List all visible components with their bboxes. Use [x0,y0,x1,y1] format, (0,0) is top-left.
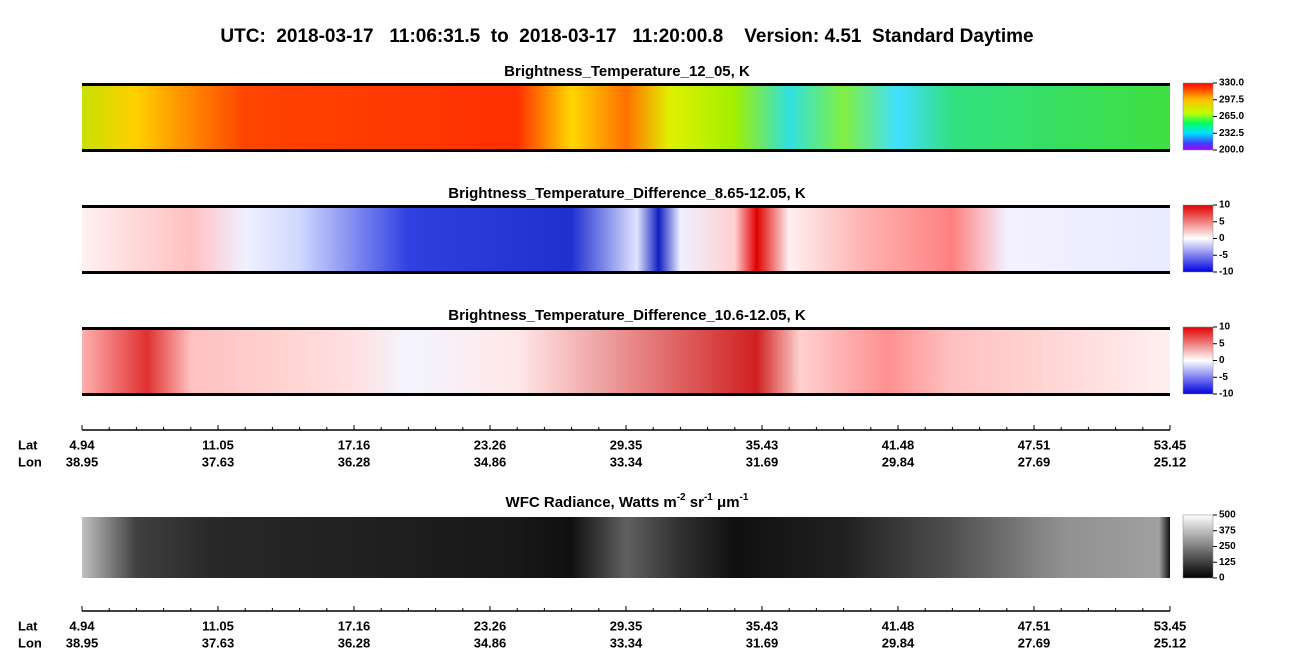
lat-label: 53.45 [1154,618,1187,633]
title-text: Brightness_Temperature_Difference_8.65-1… [448,185,806,202]
lat-label: 23.26 [474,437,507,452]
lon-label: 33.34 [610,454,643,469]
title-text: WFC Radiance, Watts m [506,494,677,511]
title-text: Brightness_Temperature_12_05, K [504,63,750,80]
lon-label: 29.84 [882,454,915,469]
lon-label: 25.12 [1154,635,1187,650]
row-label: Lat [18,437,38,452]
colorbar-label: 10 [1219,322,1231,333]
strip-edge [82,83,1170,86]
lat-label: 4.94 [69,437,95,452]
lat-label: 35.43 [746,618,779,633]
colorbar-label: 250 [1219,541,1236,552]
lon-label: 25.12 [1154,454,1187,469]
image-strip [82,85,1170,150]
lat-label: 29.35 [610,618,643,633]
panel-title: WFC Radiance, Watts m-2 sr-1 μm-1 [506,492,749,511]
lat-label: 53.45 [1154,437,1187,452]
colorbar-label: 297.5 [1219,94,1244,105]
image-strip [82,517,1170,578]
panel-title: Brightness_Temperature_12_05, K [504,63,750,80]
colorbar [1182,514,1214,579]
colorbar-label: 5 [1219,216,1225,227]
colorbar-label: 5 [1219,338,1225,349]
lon-label: 36.28 [338,454,371,469]
colorbar-label: -5 [1219,372,1228,383]
row-label: Lat [18,618,38,633]
lon-label: 31.69 [746,635,779,650]
lat-label: 41.48 [882,618,915,633]
colorbar-label: -10 [1219,389,1234,400]
colorbar-label: 330.0 [1219,78,1244,89]
colorbar-label: 500 [1219,510,1236,521]
colorbar-label: 0 [1219,355,1225,366]
strip-edge [82,149,1170,152]
strip-edge [82,271,1170,274]
page-title: UTC: 2018-03-17 11:06:31.5 to 2018-03-17… [220,26,1033,47]
lon-label: 29.84 [882,635,915,650]
colorbar-label: 125 [1219,557,1236,568]
title-text: sr [686,494,705,511]
title-text: Brightness_Temperature_Difference_10.6-1… [448,307,806,324]
colorbar-label: 375 [1219,525,1236,536]
colorbar-label: 200.0 [1219,145,1244,156]
lon-label: 31.69 [746,454,779,469]
strip-edge [82,205,1170,208]
image-strip [82,207,1170,272]
title-superscript: -1 [740,492,749,503]
colorbar-label: -10 [1219,267,1234,278]
strip-edge [82,393,1170,396]
lat-label: 35.43 [746,437,779,452]
lat-label: 41.48 [882,437,915,452]
lon-label: 34.86 [474,635,507,650]
lon-label: 33.34 [610,635,643,650]
colorbar-label: 10 [1219,200,1231,211]
lon-label: 34.86 [474,454,507,469]
lon-label: 37.63 [202,635,235,650]
lat-label: 47.51 [1018,437,1051,452]
lat-label: 23.26 [474,618,507,633]
row-label: Lon [18,635,42,650]
lat-label: 47.51 [1018,618,1051,633]
lat-label: 11.05 [202,618,234,633]
colorbar [1182,204,1214,273]
colorbar-label: 265.0 [1219,111,1244,122]
title-text: μm [713,494,740,511]
lat-label: 17.16 [338,618,371,633]
colorbar-label: 0 [1219,573,1225,584]
panel-title: Brightness_Temperature_Difference_10.6-1… [448,307,806,324]
colorbar [1182,326,1214,395]
lat-label: 11.05 [202,437,234,452]
image-strip [82,329,1170,394]
lon-label: 27.69 [1018,635,1051,650]
lon-label: 27.69 [1018,454,1051,469]
lat-label: 17.16 [338,437,371,452]
title-superscript: -1 [704,492,713,503]
colorbar-label: 0 [1219,233,1225,244]
title-superscript: -2 [677,492,686,503]
colorbar-label: -5 [1219,250,1228,261]
lon-label: 36.28 [338,635,371,650]
lat-label: 29.35 [610,437,643,452]
lon-label: 38.95 [66,454,99,469]
lon-label: 37.63 [202,454,235,469]
panel-title: Brightness_Temperature_Difference_8.65-1… [448,185,806,202]
lon-label: 38.95 [66,635,99,650]
row-label: Lon [18,454,42,469]
colorbar-label: 232.5 [1219,128,1244,139]
strip-edge [82,327,1170,330]
colorbar [1182,82,1214,151]
lat-label: 4.94 [69,618,95,633]
